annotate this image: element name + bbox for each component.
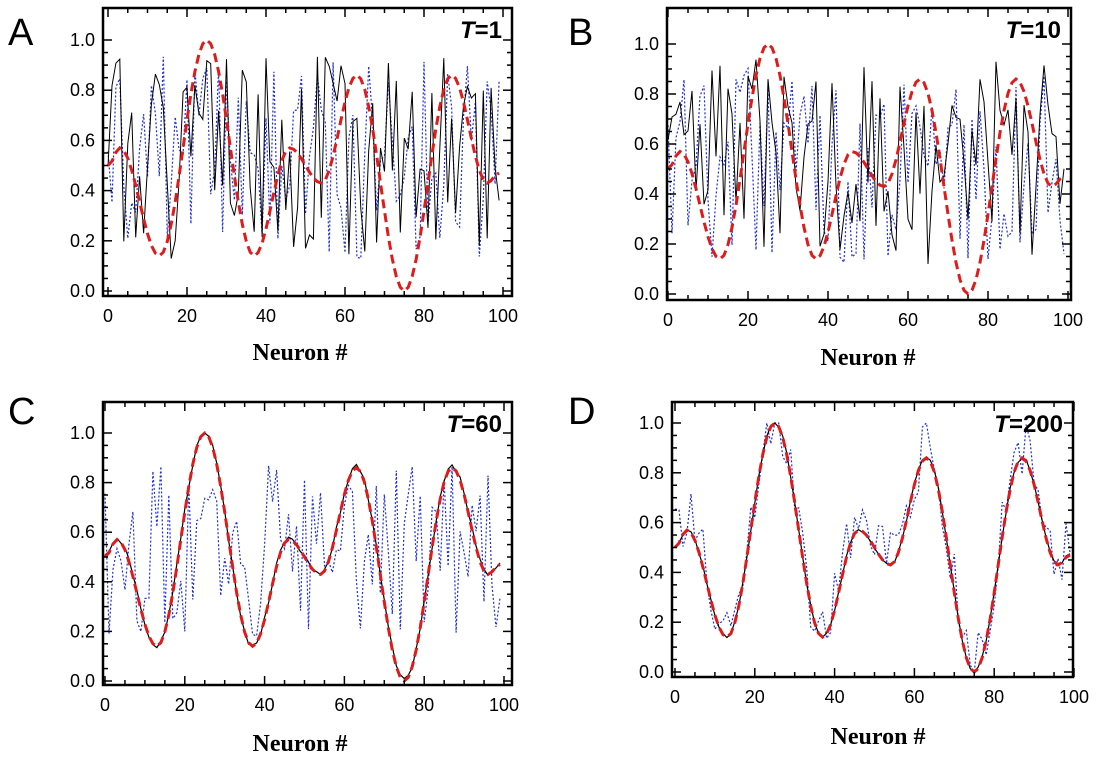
x-tick-label: 100	[1053, 310, 1083, 330]
y-tick-label: 0.2	[70, 231, 95, 251]
x-tick-label: 60	[335, 306, 355, 326]
noisy-input-line	[104, 465, 501, 637]
plot-frame	[101, 6, 514, 298]
y-tick-label: 0.2	[70, 621, 95, 641]
x-tick-label: 80	[414, 695, 434, 715]
noisy-input-line	[674, 421, 1071, 674]
target-curve	[106, 37, 500, 294]
y-tick-label: 0.8	[70, 80, 95, 100]
y-tick-label: 0.4	[70, 181, 95, 201]
y-tick-label: 0.8	[70, 473, 95, 493]
x-tick-label: 20	[177, 306, 197, 326]
panel-a: A 0 20 40 60 80 100 0.0 0.2 0.4 0.6 0.8 1.0 T=1 Neur…	[0, 0, 550, 381]
y-tick-label: 0.0	[634, 284, 659, 304]
plot-c: 0 20 40 60 80 100 0.0 0.2 0.4 0.6 0.8 1.0 T=60	[70, 400, 519, 715]
temperature-label: T=200	[994, 411, 1063, 438]
network-output-line	[674, 422, 1071, 673]
x-tick-label: 0	[103, 306, 113, 326]
panel-letter-b: B	[568, 12, 594, 54]
plot-frame	[101, 400, 514, 687]
x-tick-label: 80	[978, 310, 998, 330]
x-tick-label: 0	[663, 310, 673, 330]
x-tick-label: 100	[1059, 687, 1089, 707]
x-tick-label: 80	[414, 306, 434, 326]
x-tick-label: 0	[670, 687, 680, 707]
x-tick-label: 40	[818, 310, 838, 330]
y-tick-label: 0.8	[634, 84, 659, 104]
x-tick-label: 100	[489, 695, 519, 715]
x-tick-label: 60	[904, 687, 924, 707]
plot-frame	[670, 400, 1075, 679]
panel-c: C 0 20 40 60 80 100 0.0 0.2 0.4 0.6 0.8 1.0 T=60 Neu…	[0, 381, 550, 762]
x-tick-label: 40	[256, 306, 276, 326]
temperature-label: T=10	[1006, 17, 1061, 44]
y-tick-label: 0.4	[639, 562, 664, 582]
y-tick-label: 0.6	[634, 134, 659, 154]
panel-b: B 0 20 40 60 80 100 0.0 0.2 0.4 0.6 0.8 1.0 T=10 Neu…	[550, 0, 1100, 381]
plot-b: 0 20 40 60 80 100 0.0 0.2 0.4 0.6 0.8 1.0 T=10	[634, 6, 1083, 330]
y-tick-label: 0.2	[639, 612, 664, 632]
y-tick-label: 1.0	[70, 423, 95, 443]
panel-letter-d: D	[568, 391, 596, 433]
noisy-input-line	[667, 66, 1065, 264]
target-curve	[667, 41, 1065, 297]
y-tick-label: 0.0	[70, 281, 95, 301]
x-tick-label: 60	[898, 310, 918, 330]
x-axis-label-b: Neuron #	[820, 345, 916, 371]
x-axis-label-d: Neuron #	[830, 724, 926, 750]
plot-a: 0 20 40 60 80 100 0.0 0.2 0.4 0.6 0.8 1.0 T=1	[70, 6, 518, 326]
x-axis-label-a: Neuron #	[252, 340, 348, 366]
y-tick-label: 1.0	[639, 413, 664, 433]
x-tick-label: 20	[738, 310, 758, 330]
plot-d: 0 20 40 60 80 100 0.0 0.2 0.4 0.6 0.8 1.0 T=200	[639, 400, 1089, 707]
y-tick-label: 0.8	[639, 463, 664, 483]
x-tick-label: 20	[175, 695, 195, 715]
temperature-label: T=60	[447, 411, 502, 438]
y-tick-label: 0.0	[70, 671, 95, 691]
x-tick-label: 100	[488, 306, 518, 326]
y-tick-label: 1.0	[70, 30, 95, 50]
x-axis-label-c: Neuron #	[252, 731, 348, 757]
target-curve	[103, 430, 501, 684]
y-tick-label: 0.6	[70, 522, 95, 542]
x-tick-label: 20	[745, 687, 765, 707]
panel-d: D 0 20 40 60 80 100 0.0 0.2 0.4 0.6 0.8 1.0 T=200 Ne…	[550, 381, 1100, 762]
y-tick-label: 0.0	[639, 662, 664, 682]
y-tick-label: 0.6	[639, 513, 664, 533]
panel-letter-a: A	[8, 12, 34, 54]
network-output-line	[667, 59, 1065, 265]
plot-frame	[665, 6, 1073, 302]
panel-letter-c: C	[8, 391, 36, 433]
y-tick-label: 1.0	[634, 34, 659, 54]
x-tick-label: 0	[100, 695, 110, 715]
temperature-label: T=1	[460, 17, 502, 44]
y-tick-label: 0.4	[70, 572, 95, 592]
target-curve	[673, 420, 1071, 675]
y-tick-label: 0.2	[634, 234, 659, 254]
y-tick-label: 0.6	[70, 130, 95, 150]
y-tick-label: 0.4	[634, 184, 659, 204]
x-tick-label: 60	[334, 695, 354, 715]
x-tick-label: 40	[255, 695, 275, 715]
x-tick-label: 40	[825, 687, 845, 707]
x-tick-label: 80	[984, 687, 1004, 707]
network-output-line	[107, 56, 500, 259]
